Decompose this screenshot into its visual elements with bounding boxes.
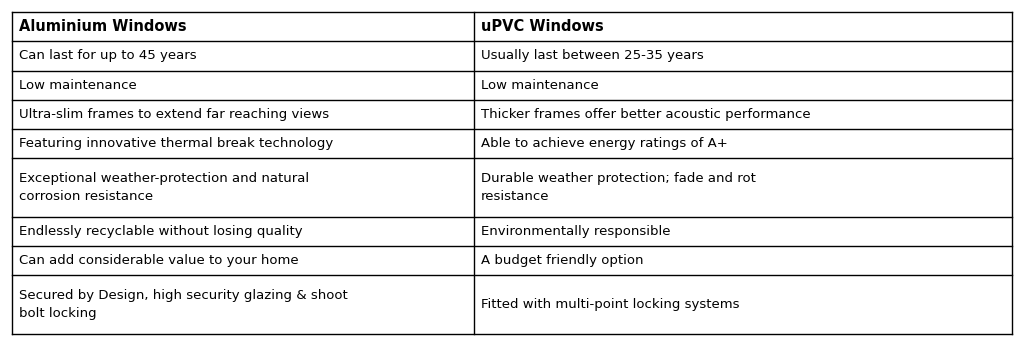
Text: Thicker frames offer better acoustic performance: Thicker frames offer better acoustic per… bbox=[481, 108, 811, 121]
Text: Aluminium Windows: Aluminium Windows bbox=[19, 19, 186, 34]
Text: Can add considerable value to your home: Can add considerable value to your home bbox=[19, 254, 299, 267]
Text: Exceptional weather-protection and natural
corrosion resistance: Exceptional weather-protection and natur… bbox=[19, 172, 309, 203]
Text: Featuring innovative thermal break technology: Featuring innovative thermal break techn… bbox=[19, 137, 333, 150]
Text: Environmentally responsible: Environmentally responsible bbox=[481, 225, 671, 238]
Text: Durable weather protection; fade and rot
resistance: Durable weather protection; fade and rot… bbox=[481, 172, 756, 203]
Text: Ultra-slim frames to extend far reaching views: Ultra-slim frames to extend far reaching… bbox=[19, 108, 329, 121]
Text: Low maintenance: Low maintenance bbox=[481, 79, 599, 92]
Text: Able to achieve energy ratings of A+: Able to achieve energy ratings of A+ bbox=[481, 137, 728, 150]
Text: Can last for up to 45 years: Can last for up to 45 years bbox=[19, 49, 197, 62]
Text: Endlessly recyclable without losing quality: Endlessly recyclable without losing qual… bbox=[19, 225, 303, 238]
Text: Fitted with multi-point locking systems: Fitted with multi-point locking systems bbox=[481, 298, 739, 311]
Text: uPVC Windows: uPVC Windows bbox=[481, 19, 604, 34]
Text: A budget friendly option: A budget friendly option bbox=[481, 254, 643, 267]
Text: Low maintenance: Low maintenance bbox=[19, 79, 137, 92]
Text: Usually last between 25-35 years: Usually last between 25-35 years bbox=[481, 49, 703, 62]
Text: Secured by Design, high security glazing & shoot
bolt locking: Secured by Design, high security glazing… bbox=[19, 289, 348, 320]
